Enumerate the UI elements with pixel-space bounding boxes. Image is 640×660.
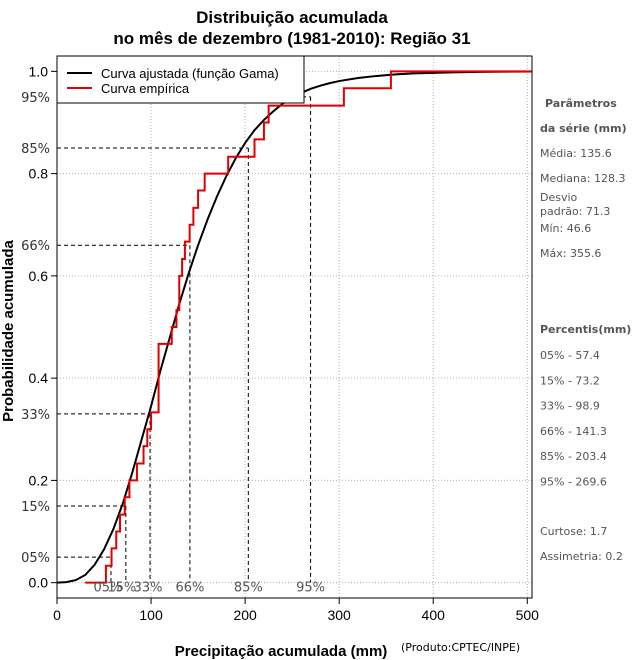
- percentile-value: 15% - 73.2: [540, 374, 600, 387]
- x-tick-label: 100: [139, 607, 163, 623]
- percentile-value: 85% - 203.4: [540, 450, 607, 463]
- param-value: Mín: 46.6: [540, 222, 591, 235]
- legend-box: [56, 55, 305, 104]
- fitted-gamma-curve: [56, 70, 533, 584]
- x-tick-label: 200: [233, 607, 257, 623]
- y-tick-label: 0.2: [29, 472, 49, 488]
- kurtosis-value: Curtose: 1.7: [540, 525, 607, 538]
- percentile-y-label: 15%: [21, 500, 50, 515]
- product-credit: (Produto:CPTEC/INPE): [401, 641, 520, 654]
- param-value: Máx: 355.6: [540, 247, 601, 260]
- percentile-y-label: 95%: [21, 91, 50, 106]
- chart-title-line-1: Distribuição acumulada: [196, 8, 388, 27]
- percentile-y-label: 66%: [21, 239, 50, 254]
- percentile-y-label: 05%: [21, 551, 50, 566]
- params-heading-1: Parâmetros: [545, 97, 617, 110]
- y-tick-label: 0.6: [29, 268, 49, 284]
- percentile-x-label: 15%: [107, 581, 136, 596]
- percentile-value: 66% - 141.3: [540, 425, 607, 438]
- params-heading-2: da série (mm): [540, 122, 627, 135]
- y-tick-label: 0.8: [29, 166, 49, 182]
- param-value: Desvio: [540, 191, 578, 204]
- percentile-value: 33% - 98.9: [540, 400, 600, 413]
- x-tick-label: 400: [422, 607, 446, 623]
- x-axis-title: Precipitação acumulada (mm): [175, 643, 388, 660]
- x-tick-label: 300: [327, 607, 351, 623]
- percentile-value: 05% - 57.4: [540, 349, 600, 362]
- percentile-value: 95% - 269.6: [540, 476, 607, 489]
- plot-frame: [56, 55, 533, 599]
- legend-label: Curva empírica: [101, 81, 190, 96]
- y-tick-label: 1.0: [29, 63, 49, 79]
- y-tick-label: 0.4: [29, 370, 49, 386]
- legend-label: Curva ajustada (função Gama): [101, 66, 279, 81]
- x-tick-label: 500: [516, 607, 540, 623]
- percentile-x-label: 66%: [175, 581, 204, 596]
- x-tick-label: 0: [53, 607, 61, 623]
- percentile-y-label: 33%: [21, 408, 50, 423]
- y-axis-title: Probabilidade acumulada: [0, 239, 17, 421]
- percentile-x-label: 85%: [234, 581, 263, 596]
- percentiles-heading: Percentis(mm): [540, 323, 631, 336]
- param-value: Mediana: 128.3: [540, 172, 625, 185]
- skewness-value: Assimetria: 0.2: [540, 550, 623, 563]
- percentile-y-label: 85%: [21, 142, 50, 157]
- param-value: Média: 135.6: [540, 147, 612, 160]
- empirical-step-curve: [85, 70, 532, 584]
- chart-title-line-2: no mês de dezembro (1981-2010): Região 3…: [113, 29, 470, 48]
- percentile-x-label: 05%: [94, 581, 123, 596]
- param-value: padrão: 71.3: [540, 205, 610, 218]
- percentile-x-label: 33%: [134, 581, 163, 596]
- percentile-x-label: 95%: [296, 581, 325, 596]
- y-tick-label: 0.0: [29, 575, 49, 591]
